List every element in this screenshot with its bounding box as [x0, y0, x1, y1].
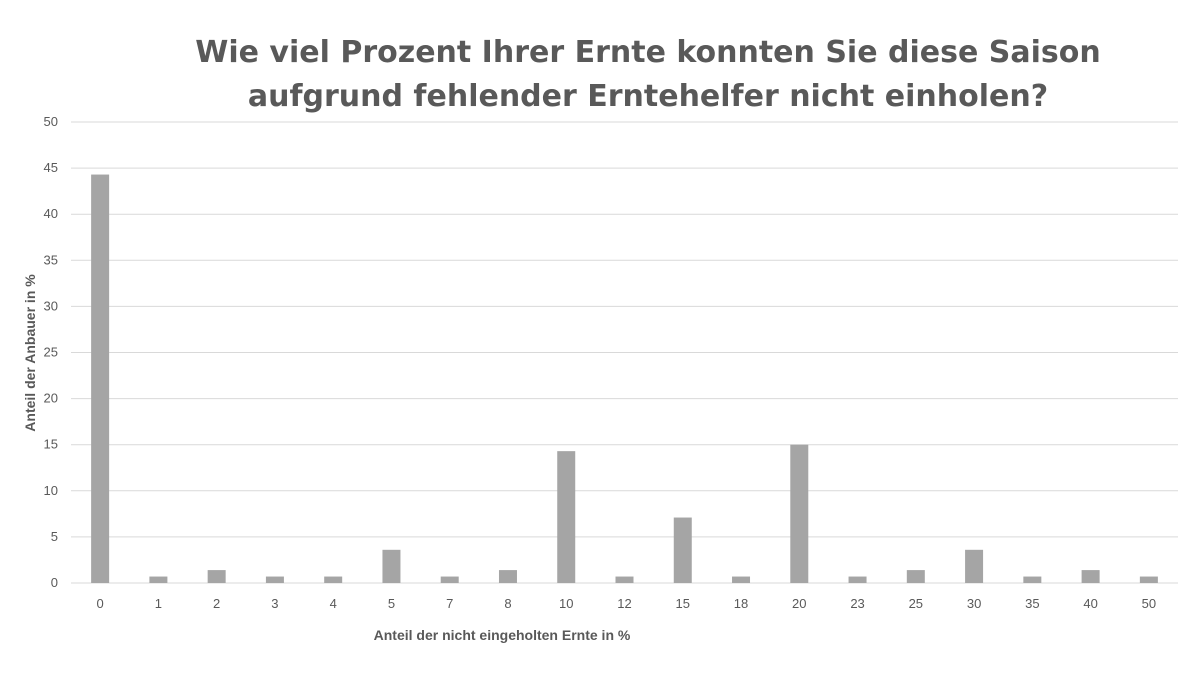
bar-4: [324, 576, 343, 583]
y-tick-label: 45: [44, 160, 58, 175]
bar-50: [1139, 576, 1158, 583]
bar-2: [207, 570, 226, 583]
x-tick-label: 7: [446, 596, 453, 611]
y-tick-label: 0: [51, 575, 58, 590]
bar-10: [557, 451, 576, 583]
bar-25: [906, 570, 925, 583]
x-tick-label: 18: [734, 596, 748, 611]
bar-35: [1023, 576, 1042, 583]
y-tick-label: 20: [44, 391, 58, 406]
bar-23: [848, 576, 867, 583]
bar-3: [265, 576, 284, 583]
y-tick-label: 25: [44, 345, 58, 360]
x-tick-label: 2: [213, 596, 220, 611]
x-tick-label: 15: [676, 596, 690, 611]
bar-1: [149, 576, 168, 583]
x-tick-label: 12: [617, 596, 631, 611]
x-tick-label: 35: [1025, 596, 1039, 611]
bar-5: [382, 549, 401, 583]
bar-20: [790, 444, 809, 583]
x-axis-label: Anteil der nicht eingeholten Ernte in %: [374, 627, 631, 643]
x-tick-label: 4: [330, 596, 337, 611]
y-tick-label: 40: [44, 206, 58, 221]
bar-8: [498, 570, 517, 583]
x-tick-label: 50: [1142, 596, 1156, 611]
bar-12: [615, 576, 634, 583]
y-tick-label: 50: [44, 114, 58, 129]
y-tick-label: 5: [51, 529, 58, 544]
x-tick-label: 25: [909, 596, 923, 611]
x-tick-label: 23: [850, 596, 864, 611]
x-tick-label: 1: [155, 596, 162, 611]
chart-title-line-1: Wie viel Prozent Ihrer Ernte konnten Sie…: [195, 35, 1100, 70]
bar-15: [673, 517, 692, 583]
x-tick-label: 30: [967, 596, 981, 611]
y-tick-label: 35: [44, 252, 58, 267]
y-tick-label: 15: [44, 437, 58, 452]
x-tick-label: 40: [1083, 596, 1097, 611]
chart-title-line-2: aufgrund fehlender Erntehelfer nicht ein…: [248, 79, 1048, 114]
bar-0: [91, 174, 110, 583]
bar-40: [1081, 570, 1100, 583]
bar-30: [965, 549, 984, 583]
x-tick-label: 3: [271, 596, 278, 611]
x-tick-label: 20: [792, 596, 806, 611]
x-tick-label: 10: [559, 596, 573, 611]
bar-18: [732, 576, 751, 583]
y-axis-label: Anteil der Anbauer in %: [22, 274, 38, 432]
x-tick-label: 5: [388, 596, 395, 611]
x-tick-label: 0: [97, 596, 104, 611]
bar-7: [440, 576, 459, 583]
y-tick-label: 30: [44, 298, 58, 313]
y-tick-label: 10: [44, 483, 58, 498]
x-tick-label: 8: [504, 596, 511, 611]
